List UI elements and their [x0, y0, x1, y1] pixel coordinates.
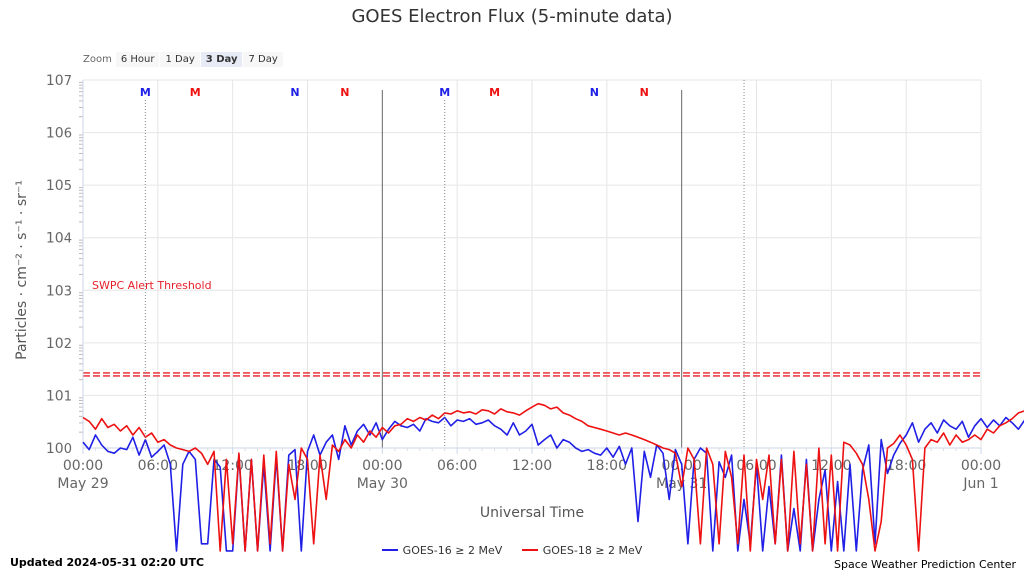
zoom-6-hour-button[interactable]: 6 Hour — [115, 51, 160, 67]
legend-label-goes16: GOES-16 ≥ 2 MeV — [402, 543, 503, 557]
x-tick-label: 18:00 — [886, 458, 926, 474]
event-marker-label: M — [140, 86, 151, 99]
event-marker-label: N — [640, 86, 649, 99]
zoom-3-day-button[interactable]: 3 Day — [200, 51, 243, 67]
x-tick-label: 00:00 — [63, 458, 103, 474]
legend-item-goes16[interactable]: GOES-16 ≥ 2 MeV — [381, 543, 503, 557]
x-tick-label: 18:00 — [587, 458, 627, 474]
y-tick-label: 103 — [46, 283, 72, 299]
date-label: May 29 — [57, 476, 108, 492]
event-marker-label: M — [190, 86, 201, 99]
event-marker-label: M — [439, 86, 450, 99]
y-tick-label: 102 — [46, 336, 72, 352]
x-tick-label: 12:00 — [212, 458, 252, 474]
zoom-bar: Zoom 6 Hour 1 Day 3 Day 7 Day — [83, 50, 284, 68]
event-marker-label: N — [340, 86, 349, 99]
date-label: May 30 — [357, 476, 408, 492]
x-tick-label: 00:00 — [362, 458, 402, 474]
zoom-7-day-button[interactable]: 7 Day — [243, 51, 283, 67]
event-marker-label: N — [590, 86, 599, 99]
x-tick-label: 00:00 — [961, 458, 1001, 474]
event-marker-label: M — [489, 86, 500, 99]
event-marker-label: N — [290, 86, 299, 99]
y-tick-label: 107 — [46, 73, 72, 89]
y-tick-label: 106 — [46, 126, 72, 142]
y-tick-label: 100 — [46, 441, 72, 457]
x-tick-label: 12:00 — [512, 458, 552, 474]
legend: GOES-16 ≥ 2 MeV GOES-18 ≥ 2 MeV — [0, 541, 1024, 557]
grid — [83, 79, 982, 449]
y-tick-label: 105 — [46, 178, 72, 194]
y-tick-label: 101 — [46, 388, 72, 404]
zoom-1-day-button[interactable]: 1 Day — [160, 51, 200, 67]
legend-label-goes18: GOES-18 ≥ 2 MeV — [542, 543, 643, 557]
chart-title: GOES Electron Flux (5-minute data) — [351, 6, 673, 27]
goes18-series-line — [82, 402, 1024, 552]
credit-text: Space Weather Prediction Center — [834, 558, 1016, 571]
x-tick-label: 06:00 — [437, 458, 477, 474]
x-axis-title: Universal Time — [480, 505, 584, 521]
series — [82, 402, 1024, 552]
goes18-swatch — [521, 549, 538, 551]
y-tick-label: 104 — [46, 231, 72, 247]
zoom-label: Zoom — [83, 53, 112, 65]
threshold-label: SWPC Alert Threshold — [92, 279, 212, 292]
date-label: Jun 1 — [962, 476, 998, 492]
x-tick-label: 06:00 — [138, 458, 178, 474]
y-axis-title: Particles · cm⁻² · s⁻¹ · sr⁻¹ — [14, 180, 30, 360]
goes16-swatch — [381, 549, 398, 551]
updated-timestamp: Updated 2024-05-31 02:20 UTC — [10, 556, 205, 569]
legend-item-goes18[interactable]: GOES-18 ≥ 2 MeV — [521, 543, 643, 557]
